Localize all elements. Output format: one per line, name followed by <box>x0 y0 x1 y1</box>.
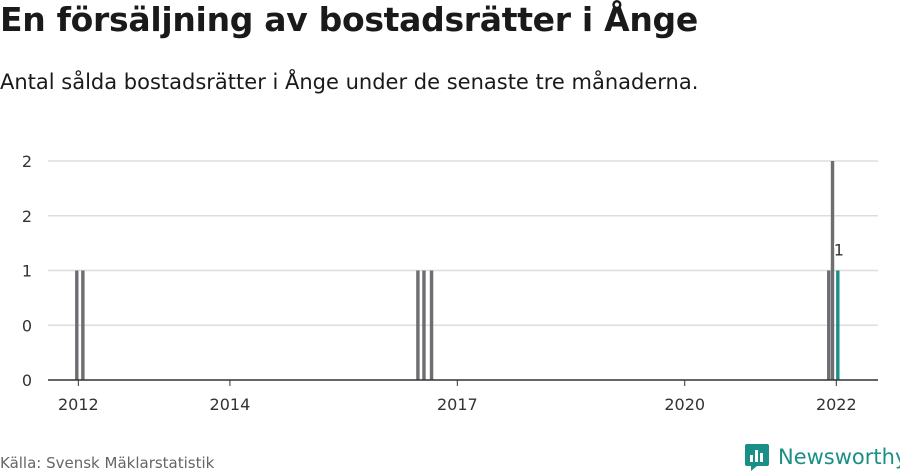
bar-7 <box>836 270 840 380</box>
brand-name: Newsworthy <box>778 445 900 469</box>
chart-subtitle: Antal sålda bostadsrätter i Ånge under d… <box>0 70 699 94</box>
y-tick-label-4: 2 <box>22 152 32 171</box>
grid-lines <box>48 160 878 326</box>
source-note: Källa: Svensk Mäklarstatistik <box>0 454 215 472</box>
bar-1 <box>81 270 85 380</box>
y-tick-label-3: 2 <box>22 207 32 226</box>
x-tick-label-3: 2020 <box>664 395 705 414</box>
bar-4 <box>429 270 434 380</box>
bar-6 <box>830 161 835 380</box>
y-tick-label-1: 0 <box>22 316 32 335</box>
y-tick-label-0: 0 <box>22 371 32 390</box>
bar-0 <box>75 270 79 380</box>
x-tick-label-1: 2014 <box>210 395 251 414</box>
chart-title: En försäljning av bostadsrätter i Ånge <box>0 0 698 39</box>
bars <box>75 161 840 380</box>
axes <box>48 379 878 386</box>
bar-2 <box>416 270 420 380</box>
bar-value-label-7: 1 <box>834 241 844 260</box>
bar-5 <box>827 270 831 380</box>
bar-3 <box>422 270 426 380</box>
y-tick-label-2: 1 <box>22 262 32 281</box>
x-tick-label-2: 2017 <box>437 395 478 414</box>
newsworthy-logo-icon <box>745 444 769 471</box>
x-tick-label-4: 2022 <box>816 395 857 414</box>
newsworthy-logo: Newsworthy <box>744 442 900 472</box>
labels: 0 0 1 2 2 1 2012 2014 2017 2020 2022 <box>22 152 857 414</box>
x-tick-label-0: 2012 <box>58 395 99 414</box>
